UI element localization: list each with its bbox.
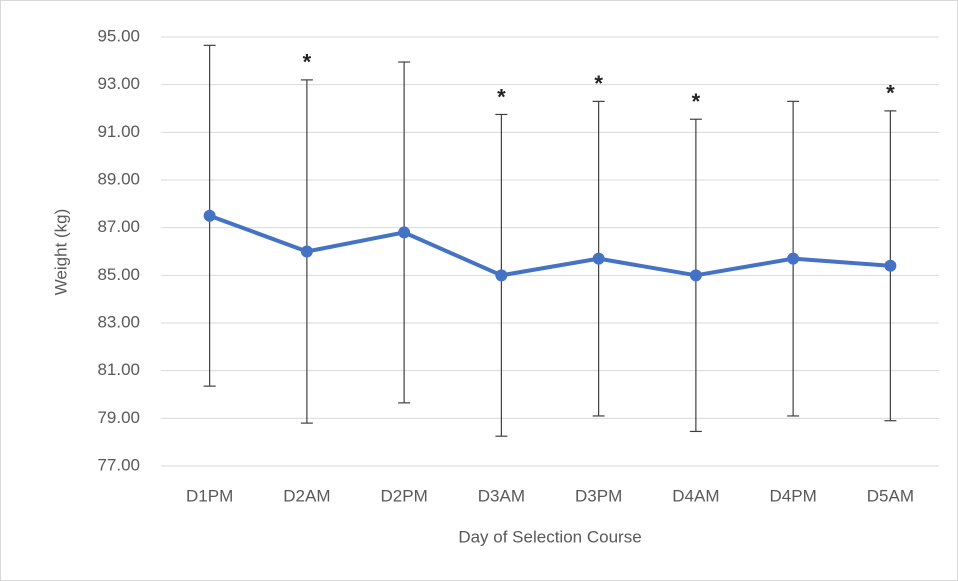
y-tick-label: 91.00	[97, 122, 140, 141]
x-axis-title: Day of Selection Course	[458, 527, 641, 546]
annotation: *	[692, 89, 701, 114]
annotation: *	[594, 71, 603, 96]
x-tick-label: D4PM	[770, 486, 817, 505]
y-tick-label: 83.00	[97, 312, 140, 331]
data-point	[592, 252, 605, 265]
x-tick-label: D4AM	[672, 486, 719, 505]
data-point	[787, 252, 800, 265]
data-point	[300, 245, 313, 258]
y-tick-label: 95.00	[97, 26, 140, 45]
x-tick-label: D5AM	[867, 486, 914, 505]
y-tick-label: 93.00	[97, 74, 140, 93]
data-point	[203, 209, 216, 222]
y-tick-label: 79.00	[97, 408, 140, 427]
annotation: *	[886, 81, 895, 106]
data-line	[208, 213, 891, 278]
y-axis-title: Weight (kg)	[51, 209, 70, 296]
y-tick-label: 85.00	[97, 265, 140, 284]
x-tick-label: D2AM	[283, 486, 330, 505]
data-point	[495, 269, 508, 282]
data-point	[398, 226, 411, 239]
annotation: *	[497, 84, 506, 109]
annotation: *	[303, 50, 312, 75]
y-tick-label: 81.00	[97, 360, 140, 379]
x-tick-label: D3AM	[478, 486, 525, 505]
x-tick-label: D1PM	[186, 486, 233, 505]
y-tick-label: 89.00	[97, 169, 140, 188]
y-tick-label: 77.00	[97, 455, 140, 474]
data-point	[689, 269, 702, 282]
data-point	[884, 259, 897, 272]
x-tick-label: D3PM	[575, 486, 622, 505]
x-tick-label: D2PM	[381, 486, 428, 505]
y-tick-label: 87.00	[97, 217, 140, 236]
